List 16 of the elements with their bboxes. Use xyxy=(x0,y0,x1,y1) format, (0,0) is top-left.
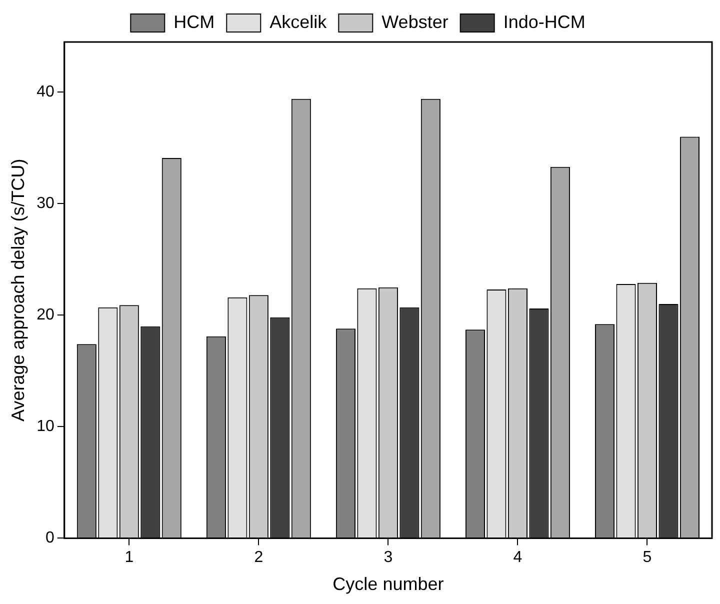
x-tick-label: 1 xyxy=(124,549,134,566)
x-tick-label: 3 xyxy=(384,549,393,566)
legend-label: Webster xyxy=(382,12,448,32)
legend-label: HCM xyxy=(174,12,215,32)
y-tick-label: 0 xyxy=(45,530,54,547)
x-tick-label: 4 xyxy=(513,549,522,566)
y-axis-title: Average approach delay (s/TCU) xyxy=(8,158,28,422)
y-tick-label: 40 xyxy=(36,84,54,101)
x-tick-label: 2 xyxy=(254,549,264,566)
x-tick-label: 5 xyxy=(642,549,652,566)
legend-label: Akcelik xyxy=(270,12,328,32)
y-tick-label: 20 xyxy=(36,306,54,324)
y-tick-label: 30 xyxy=(36,195,54,212)
y-tick-label: 10 xyxy=(36,418,54,436)
legend-label: Indo-HCM xyxy=(503,12,586,32)
x-axis-title: Cycle number xyxy=(332,574,444,594)
